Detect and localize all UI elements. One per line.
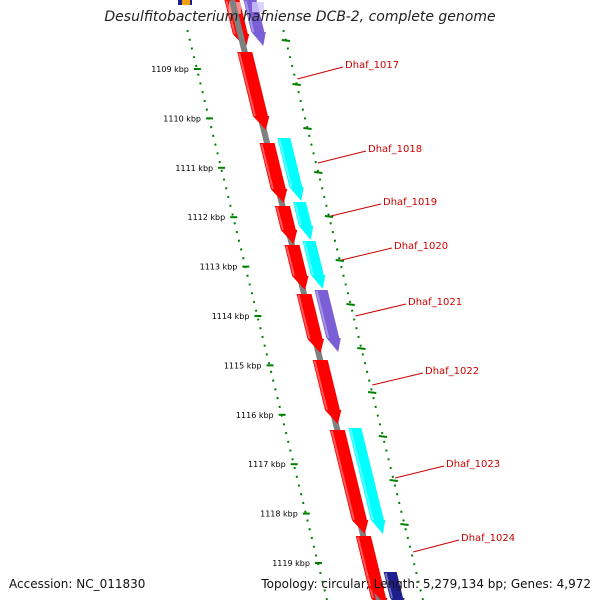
kbp-tick-label: 1118 kbp [260, 510, 298, 519]
outer-tick-mark [281, 39, 291, 42]
label-leader [394, 465, 445, 479]
kbp-tick-label: 1119 kbp [272, 559, 310, 568]
gene-label[interactable]: Dhaf_1019 [383, 197, 437, 208]
gene-label[interactable]: Dhaf_1022 [425, 366, 479, 377]
cog-arrow[interactable] [277, 138, 304, 201]
gene-dhaf_1022[interactable]: Dhaf_1022 [312, 360, 479, 424]
cog-arrow[interactable] [302, 241, 326, 289]
partial-feature-top-d [252, 2, 264, 12]
gene-label[interactable]: Dhaf_1017 [345, 60, 399, 71]
kbp-tick-label: 1111 kbp [175, 164, 213, 173]
kbp-tick-label: 1116 kbp [236, 411, 274, 420]
cds-arrow-highlight [276, 206, 284, 231]
label-leader [413, 539, 460, 553]
gene-label[interactable]: Dhaf_1021 [408, 297, 462, 308]
label-leader [372, 372, 424, 386]
cds-arrow[interactable] [312, 360, 342, 424]
kbp-tick-label: 1110 kbp [163, 114, 201, 123]
cds-arrow[interactable] [237, 52, 270, 130]
outer-tick-mark [367, 391, 377, 394]
partial-cog-bottom-highlight [384, 572, 393, 599]
outer-tick-mark [389, 479, 398, 482]
label-leader [341, 247, 393, 261]
outer-tick-mark [303, 127, 312, 130]
cds-arrow[interactable] [259, 143, 288, 203]
partial-feature-top-b [182, 0, 190, 5]
kbp-tick-label: 1117 kbp [248, 460, 286, 469]
label-leader [317, 150, 367, 164]
outer-tick-mark [324, 215, 334, 218]
gene-dhaf_1024[interactable]: Dhaf_1024 [355, 533, 515, 600]
outer-tick-mark [314, 171, 323, 174]
label-leader [330, 203, 382, 217]
label-leader [355, 303, 407, 317]
outer-tick-mark [335, 259, 345, 262]
kbp-tick-label: 1115 kbp [224, 361, 262, 370]
kbp-tick-label: 1112 kbp [188, 213, 226, 222]
cog-arrow-highlight [349, 428, 374, 521]
gene-dhaf_1018[interactable]: Dhaf_1018 [259, 138, 423, 203]
cds-arrow-highlight [238, 52, 256, 117]
genome-title: Desulfitobacterium hafniense DCB-2, comp… [104, 9, 496, 25]
gene-dhaf_1020[interactable]: Dhaf_1020 [284, 241, 449, 290]
cog-arrow[interactable] [314, 290, 341, 352]
outer-tick-mark [357, 347, 366, 350]
partial-cog-top-highlight [244, 0, 255, 33]
gene-label[interactable]: Dhaf_1023 [446, 459, 500, 470]
partial-cog-bottom[interactable] [383, 572, 405, 600]
cog-arrow-highlight [315, 290, 330, 339]
cds-arrow-highlight [313, 360, 328, 411]
cds-arrow-highlight [297, 294, 311, 340]
kbp-ticks: 1109 kbp 1110 kbp 1111 kbp 1112 kbp 1113 kbp… [151, 29, 424, 600]
gene-dhaf_1021[interactable]: Dhaf_1021 [296, 290, 463, 353]
gene-label[interactable]: Dhaf_1018 [368, 144, 422, 155]
gene-label[interactable]: Dhaf_1024 [461, 533, 515, 544]
kbp-tick-label: 1113 kbp [200, 263, 238, 272]
outer-tick-mark [346, 303, 355, 306]
cog-arrow-highlight [303, 241, 314, 276]
cds-arrow[interactable] [274, 206, 298, 244]
accession-text: Accession: NC_011830 [9, 577, 146, 591]
cds-arrow[interactable] [329, 430, 369, 534]
partial-cds-top-highlight [225, 0, 236, 35]
cds-arrow[interactable] [296, 294, 324, 353]
cds-arrow-highlight [285, 245, 296, 277]
genome-summary-text: Topology: circular; Length: 5,279,134 bp… [261, 577, 591, 591]
outer-tick-mark [400, 523, 409, 526]
partial-cog-top[interactable] [243, 0, 266, 46]
cog-arrow-highlight [294, 202, 302, 227]
cds-arrow[interactable] [284, 245, 309, 290]
cog-arrow[interactable] [348, 428, 386, 534]
cds-arrow-highlight [260, 143, 274, 190]
gene-dhaf_1017[interactable]: Dhaf_1017 [237, 52, 399, 130]
cog-arrow[interactable] [292, 202, 314, 240]
gene-dhaf_1023[interactable]: Dhaf_1023 [329, 428, 500, 534]
gene-features[interactable]: Dhaf_1017 Dhaf_1018 Dhaf_1019 Dhaf_1020 Dhaf… [237, 52, 515, 600]
label-leader [297, 66, 344, 80]
kbp-tick-label: 1109 kbp [151, 65, 189, 74]
gene-label[interactable]: Dhaf_1020 [394, 241, 448, 252]
cog-arrow-highlight [278, 138, 293, 188]
gene-dhaf_1019[interactable]: Dhaf_1019 [274, 197, 437, 244]
kbp-tick-label: 1114 kbp [212, 312, 250, 321]
cds-arrow-highlight [356, 536, 372, 587]
cds-arrow-highlight [330, 430, 355, 521]
cds-arrow[interactable] [355, 536, 385, 600]
outer-tick-mark [292, 83, 301, 86]
outer-tick-mark [378, 435, 388, 438]
